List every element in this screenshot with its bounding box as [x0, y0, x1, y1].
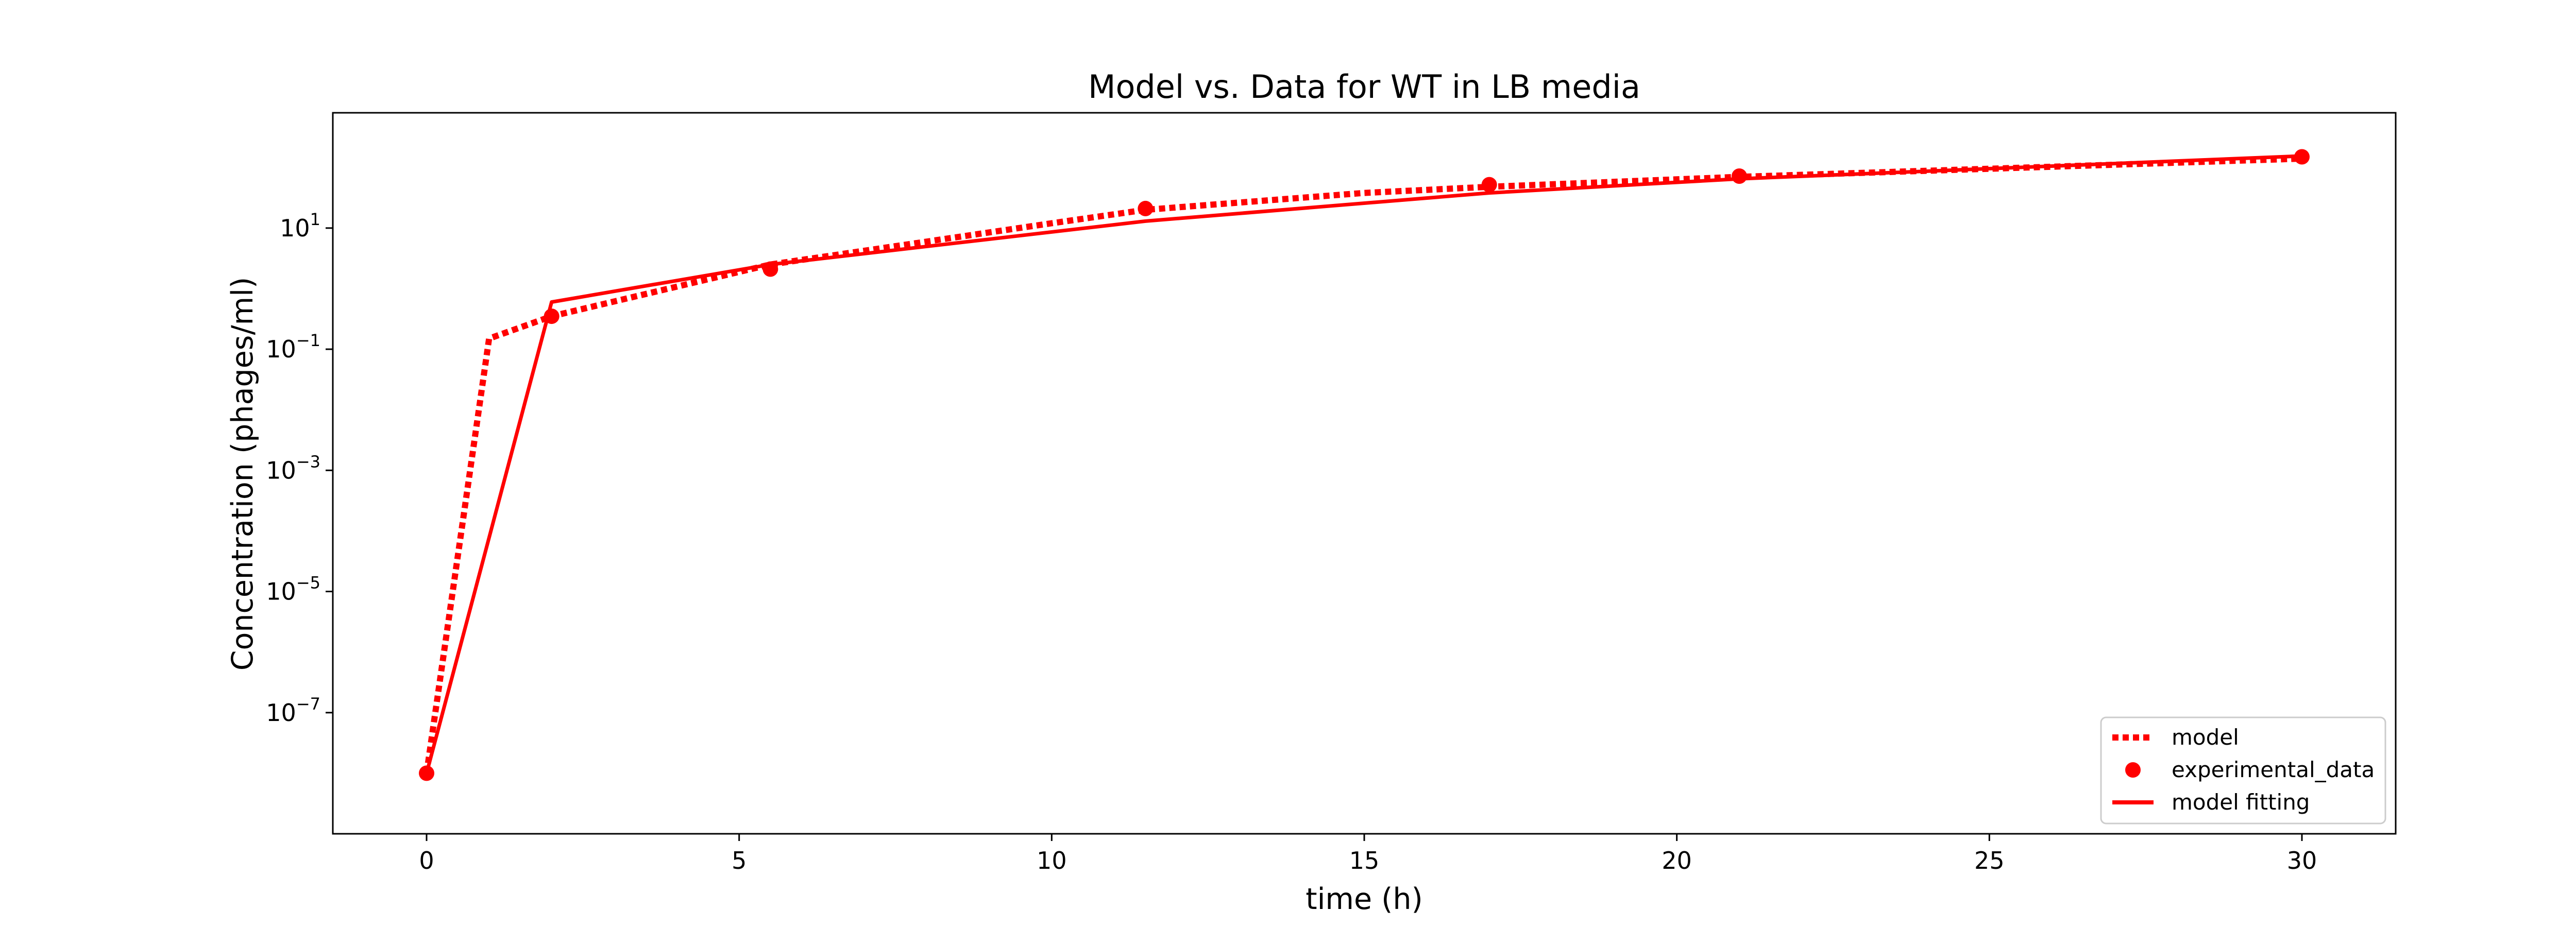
series-line-model-fitting: [425, 154, 2302, 774]
x-tick-label: 20: [1662, 847, 1692, 874]
y-tick-label: 10−3: [266, 452, 320, 484]
y-tick-label: 10−5: [266, 573, 320, 606]
x-tick-label: 0: [419, 847, 434, 874]
x-axis-ticks: 0 5 10 15 20 25 30: [419, 834, 2317, 874]
data-point-experimental-data: [1138, 200, 1154, 216]
x-tick-label: 5: [732, 847, 747, 874]
legend-experimental-data-swatch: [2125, 762, 2141, 778]
x-tick-label: 30: [2287, 847, 2317, 874]
x-tick-label: 10: [1037, 847, 1067, 874]
legend-experimental-data-label: experimental_data: [2172, 757, 2375, 782]
legend-model-fitting-label: model fitting: [2172, 789, 2310, 815]
x-axis-label: time (h): [1306, 882, 1423, 916]
y-tick-label: 10−1: [266, 331, 320, 363]
legend-model-label: model: [2172, 725, 2239, 750]
y-tick-label: 101: [280, 210, 320, 242]
y-axis-ticks: 10−7 10−5 10−3 10−1 101: [266, 210, 333, 727]
x-tick-label: 25: [1974, 847, 2005, 874]
y-axis-label: Concentration (phages/ml): [226, 277, 260, 671]
chart-title: Model vs. Data for WT in LB media: [1088, 68, 1640, 106]
x-tick-label: 15: [1349, 847, 1380, 874]
plot-series: [419, 149, 2310, 781]
series-line-model: [423, 156, 2302, 774]
y-tick-label: 10−7: [266, 694, 320, 727]
legend-box: [2100, 716, 2386, 825]
legend: model experimental_data model fitting: [2100, 716, 2386, 825]
data-point-experimental-data: [1481, 177, 1497, 193]
data-point-experimental-data: [1732, 168, 1747, 184]
